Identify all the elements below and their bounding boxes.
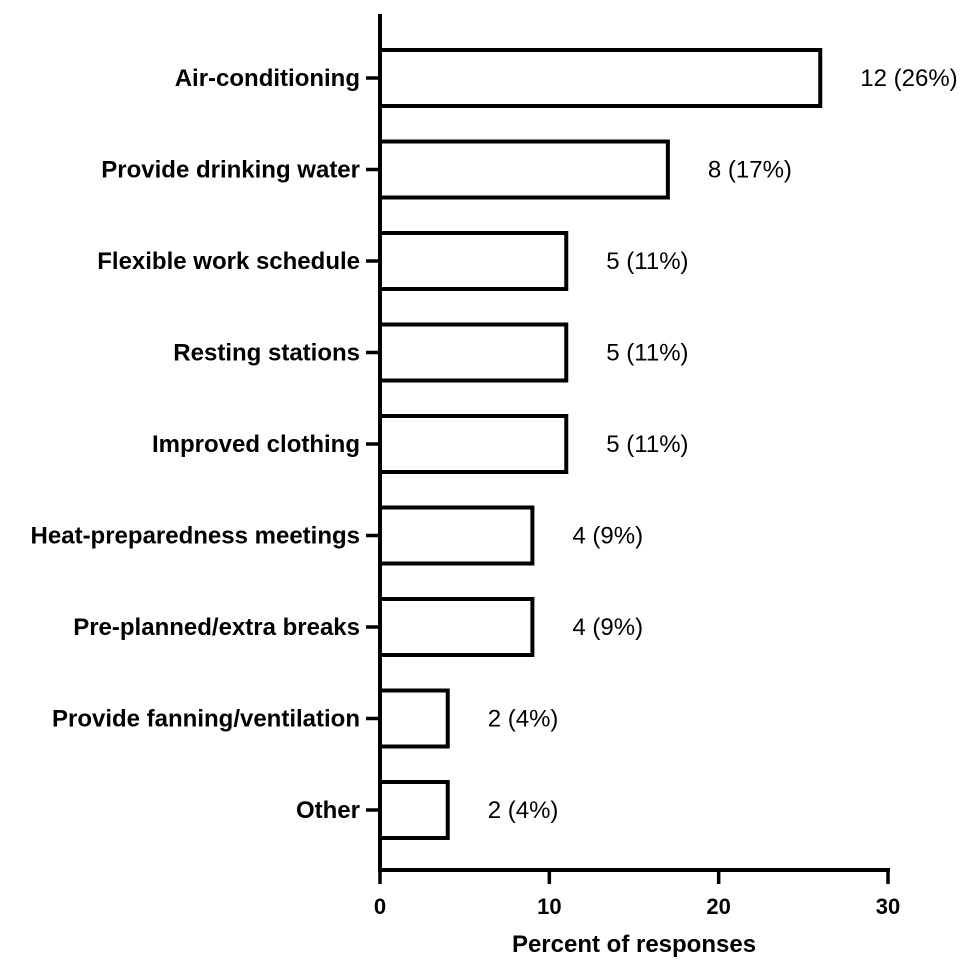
data-label-0: 12 (26%) (860, 65, 957, 92)
data-label-5: 4 (9%) (572, 523, 643, 550)
category-label-7: Provide fanning/ventilation (52, 706, 360, 733)
category-label-3: Resting stations (173, 340, 360, 367)
category-label-4: Improved clothing (152, 431, 360, 458)
bar-8 (378, 780, 450, 840)
bar-2 (378, 231, 569, 291)
bar-1 (378, 139, 670, 200)
data-labels: 12 (26%) 8 (17%) 5 (11%) 5 (11%) 5 (11%) 4 (9… (488, 65, 958, 824)
x-tick-label-1: 10 (537, 894, 561, 919)
data-label-2: 5 (11%) (606, 248, 688, 275)
bar-4 (378, 414, 569, 474)
bar-0 (378, 48, 823, 108)
bar-5 (378, 505, 535, 566)
data-label-6: 4 (9%) (572, 614, 643, 641)
x-tick-label-0: 0 (374, 894, 386, 919)
data-label-7: 2 (4%) (488, 706, 559, 733)
category-label-1: Provide drinking water (101, 157, 360, 184)
bar-6 (378, 597, 535, 657)
bars-group (378, 48, 823, 840)
x-axis-title: Percent of responses (512, 931, 756, 958)
data-label-3: 5 (11%) (606, 340, 688, 367)
x-tick-label-2: 20 (706, 894, 730, 919)
category-label-8: Other (296, 797, 360, 824)
data-label-8: 2 (4%) (488, 797, 559, 824)
category-labels: Air-conditioning Provide drinking water Fl… (31, 65, 360, 824)
category-label-6: Pre-planned/extra breaks (73, 614, 360, 641)
data-label-4: 5 (11%) (606, 431, 688, 458)
data-label-1: 8 (17%) (708, 157, 792, 184)
bar-7 (378, 688, 450, 749)
category-label-2: Flexible work schedule (97, 248, 360, 275)
bar-3 (378, 322, 569, 383)
category-label-0: Air-conditioning (175, 65, 360, 92)
axes: 0 10 20 30 (366, 14, 900, 919)
x-tick-label-3: 30 (876, 894, 900, 919)
category-label-5: Heat-preparedness meetings (31, 523, 360, 550)
